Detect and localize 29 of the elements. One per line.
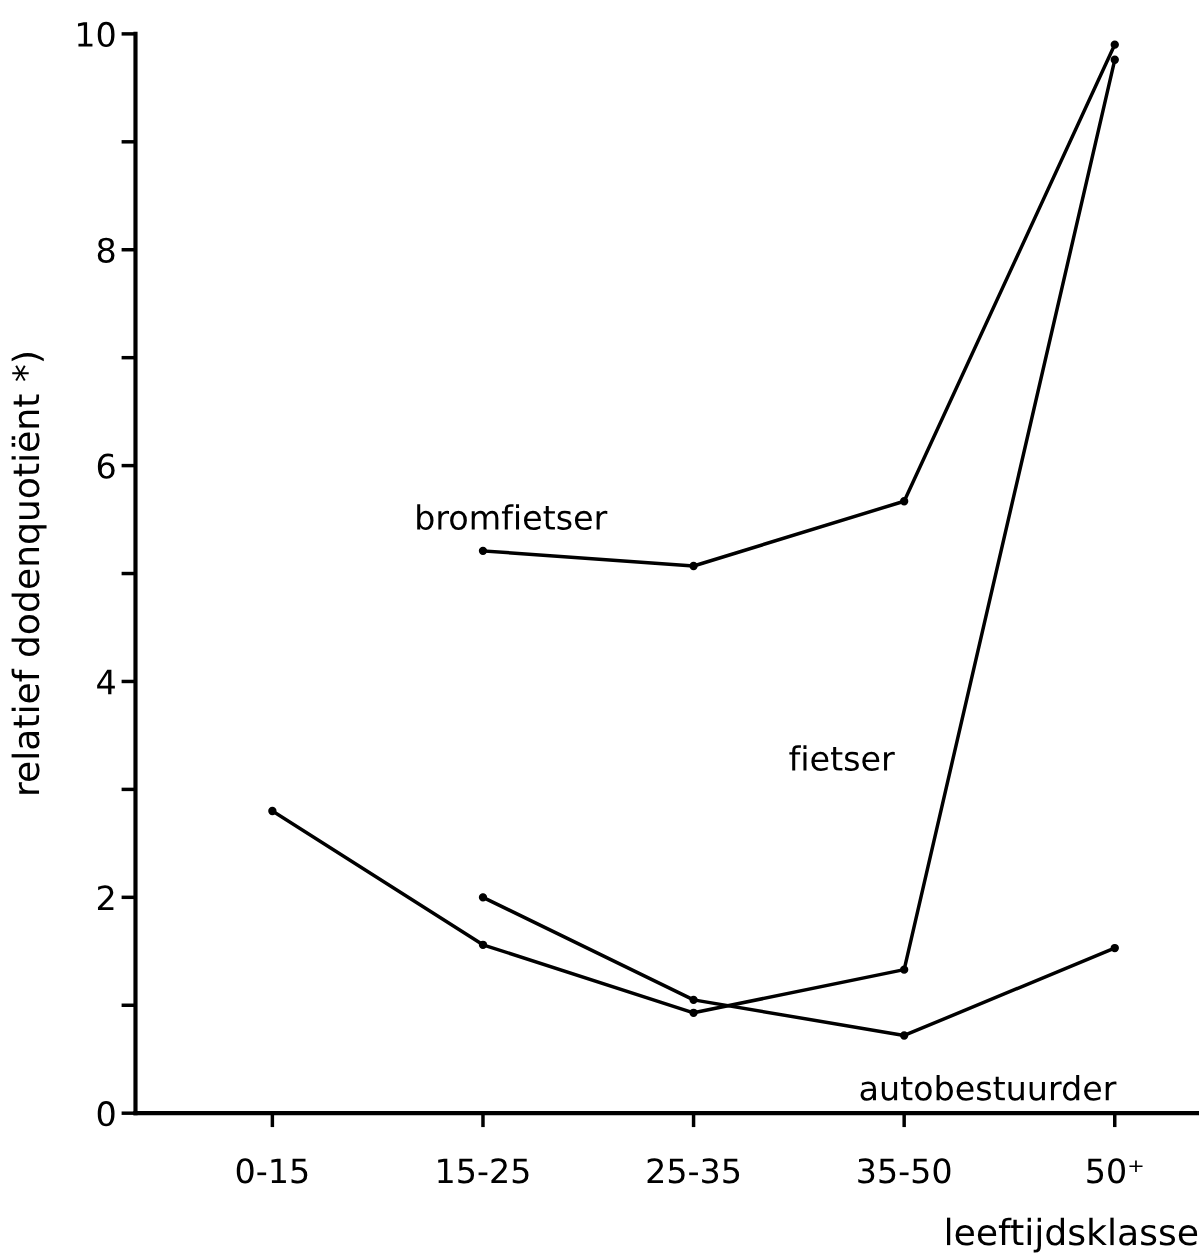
point (478, 546, 488, 556)
x-tick-label: 35-50 (858, 1158, 951, 1184)
y-tick-label: 4 (97, 669, 115, 695)
point (899, 965, 909, 974)
y-axis-title: relatief dodenquotiënt *) (11, 353, 47, 794)
point (478, 893, 488, 902)
y-tick-label: 10 (77, 21, 115, 48)
point (478, 940, 488, 949)
x-tick-label: 15-25 (438, 1158, 529, 1184)
point (689, 995, 698, 1005)
point (689, 1008, 698, 1017)
series-label: autobestuurder (860, 1074, 1117, 1101)
point (268, 806, 277, 816)
y-tick-label: 6 (97, 453, 115, 479)
point (689, 561, 698, 571)
point (1110, 943, 1119, 953)
series-label: bromfietser (417, 504, 608, 530)
point (899, 497, 909, 506)
y-tick-label: 2 (97, 885, 114, 910)
series-label: fietser (789, 745, 895, 771)
point (1110, 55, 1119, 64)
x-tick-label: 0-15 (236, 1158, 308, 1184)
point (1110, 40, 1119, 49)
x-tick-label: 25-35 (647, 1158, 740, 1184)
y-tick-label: 8 (97, 237, 115, 263)
x-axis-title: leeftijdsklasse (946, 1217, 1198, 1253)
y-tick-label: 0 (97, 1101, 115, 1127)
point (899, 1031, 909, 1040)
x-tick-label: 50⁺ (1087, 1158, 1143, 1184)
